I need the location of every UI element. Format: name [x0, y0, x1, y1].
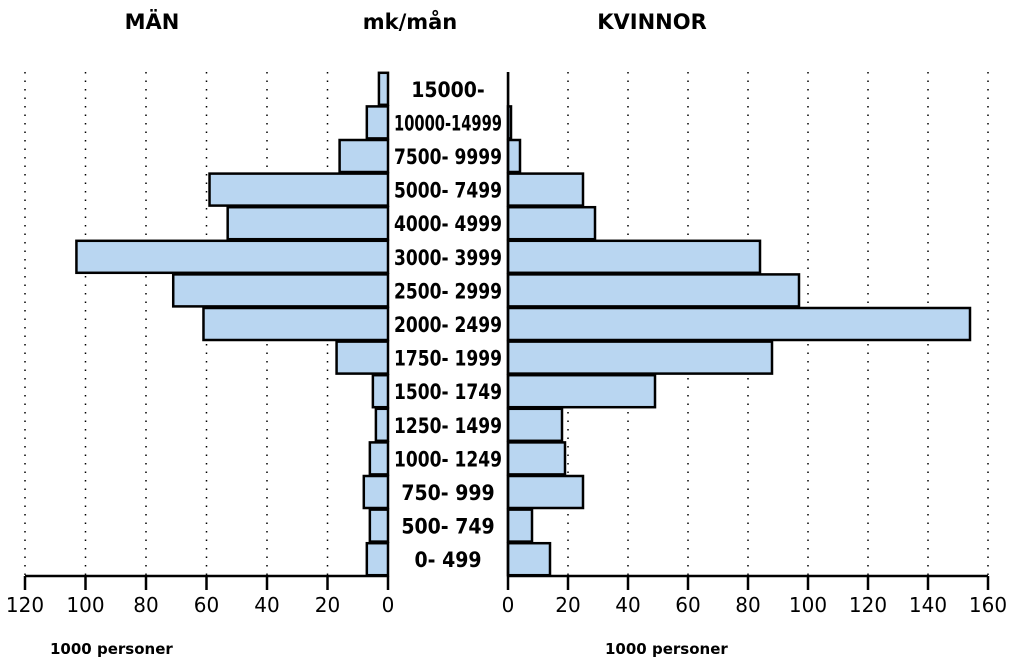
left-tick-label: 40	[254, 593, 279, 617]
bar-women	[506, 508, 534, 543]
category-label: 15000-	[411, 78, 485, 102]
right-unit-label: 1000 personer	[605, 640, 728, 658]
category-label: 3000- 3999	[394, 246, 502, 270]
bar-men	[335, 340, 390, 375]
bar-men	[368, 508, 390, 543]
bar-men	[208, 172, 390, 207]
bar-women	[506, 273, 801, 308]
bar-women	[506, 205, 597, 241]
right-tick-label: 160	[969, 593, 1007, 617]
bar-men	[171, 273, 390, 308]
men-bars	[75, 71, 390, 577]
bar-men	[202, 306, 390, 342]
bar-men	[338, 138, 390, 174]
right-tick-label: 120	[849, 593, 887, 617]
bar-women	[506, 239, 762, 275]
left-tick-label: 80	[133, 593, 158, 617]
category-label: 2500- 2999	[394, 279, 502, 303]
women-header: KVINNOR	[597, 10, 707, 34]
bar-men	[377, 71, 390, 107]
women-bars	[506, 72, 972, 577]
left-tick-label: 120	[6, 593, 44, 617]
bar-men	[75, 239, 390, 275]
chart-title: mk/mån	[363, 9, 458, 34]
category-label: 1750- 1999	[394, 347, 502, 371]
bar-men	[371, 373, 390, 409]
category-label: 500- 749	[401, 515, 494, 539]
right-tick-label: 20	[555, 593, 580, 617]
category-label: 750- 999	[401, 481, 494, 505]
category-label: 10000-14999	[394, 111, 502, 135]
bar-women	[506, 474, 585, 510]
right-tick-label: 140	[909, 593, 947, 617]
right-ticks: 0 20 40 60 80 100 120 140 160	[502, 576, 1007, 617]
right-tick-label: 60	[675, 593, 700, 617]
left-ticks: 120 100 80 60 40 20 0	[6, 576, 394, 617]
left-tick-label: 100	[66, 593, 104, 617]
bar-women	[506, 172, 585, 207]
category-label: 1500- 1749	[394, 380, 502, 404]
bar-men	[374, 407, 390, 443]
category-label: 0- 499	[415, 548, 482, 572]
bar-women	[506, 340, 774, 375]
right-tick-label: 40	[615, 593, 640, 617]
right-tick-label: 100	[789, 593, 827, 617]
category-label: 2000- 2499	[394, 313, 502, 337]
bar-women	[506, 441, 567, 476]
category-labels: 15000- 10000-14999 7500- 9999 5000- 7499 400…	[394, 78, 502, 572]
category-label: 1250- 1499	[394, 414, 502, 438]
bar-men	[362, 474, 390, 510]
bar-women	[506, 373, 657, 409]
bar-men	[368, 441, 390, 476]
right-tick-label: 0	[502, 593, 515, 617]
bar-women	[506, 541, 552, 577]
category-label: 1000- 1249	[394, 447, 502, 471]
left-tick-label: 20	[315, 593, 340, 617]
bar-women	[506, 138, 522, 174]
category-label: 4000- 4999	[394, 212, 502, 236]
bar-men	[365, 541, 390, 577]
bar-men	[365, 105, 390, 140]
left-tick-label: 0	[382, 593, 395, 617]
left-unit-label: 1000 personer	[50, 640, 173, 658]
right-tick-label: 80	[735, 593, 760, 617]
bar-men	[226, 205, 390, 241]
bar-women	[506, 306, 972, 342]
bar-women	[506, 407, 564, 443]
left-tick-label: 60	[194, 593, 219, 617]
category-label: 7500- 9999	[394, 145, 502, 169]
category-label: 5000- 7499	[394, 179, 502, 203]
men-header: MÄN	[125, 9, 180, 34]
